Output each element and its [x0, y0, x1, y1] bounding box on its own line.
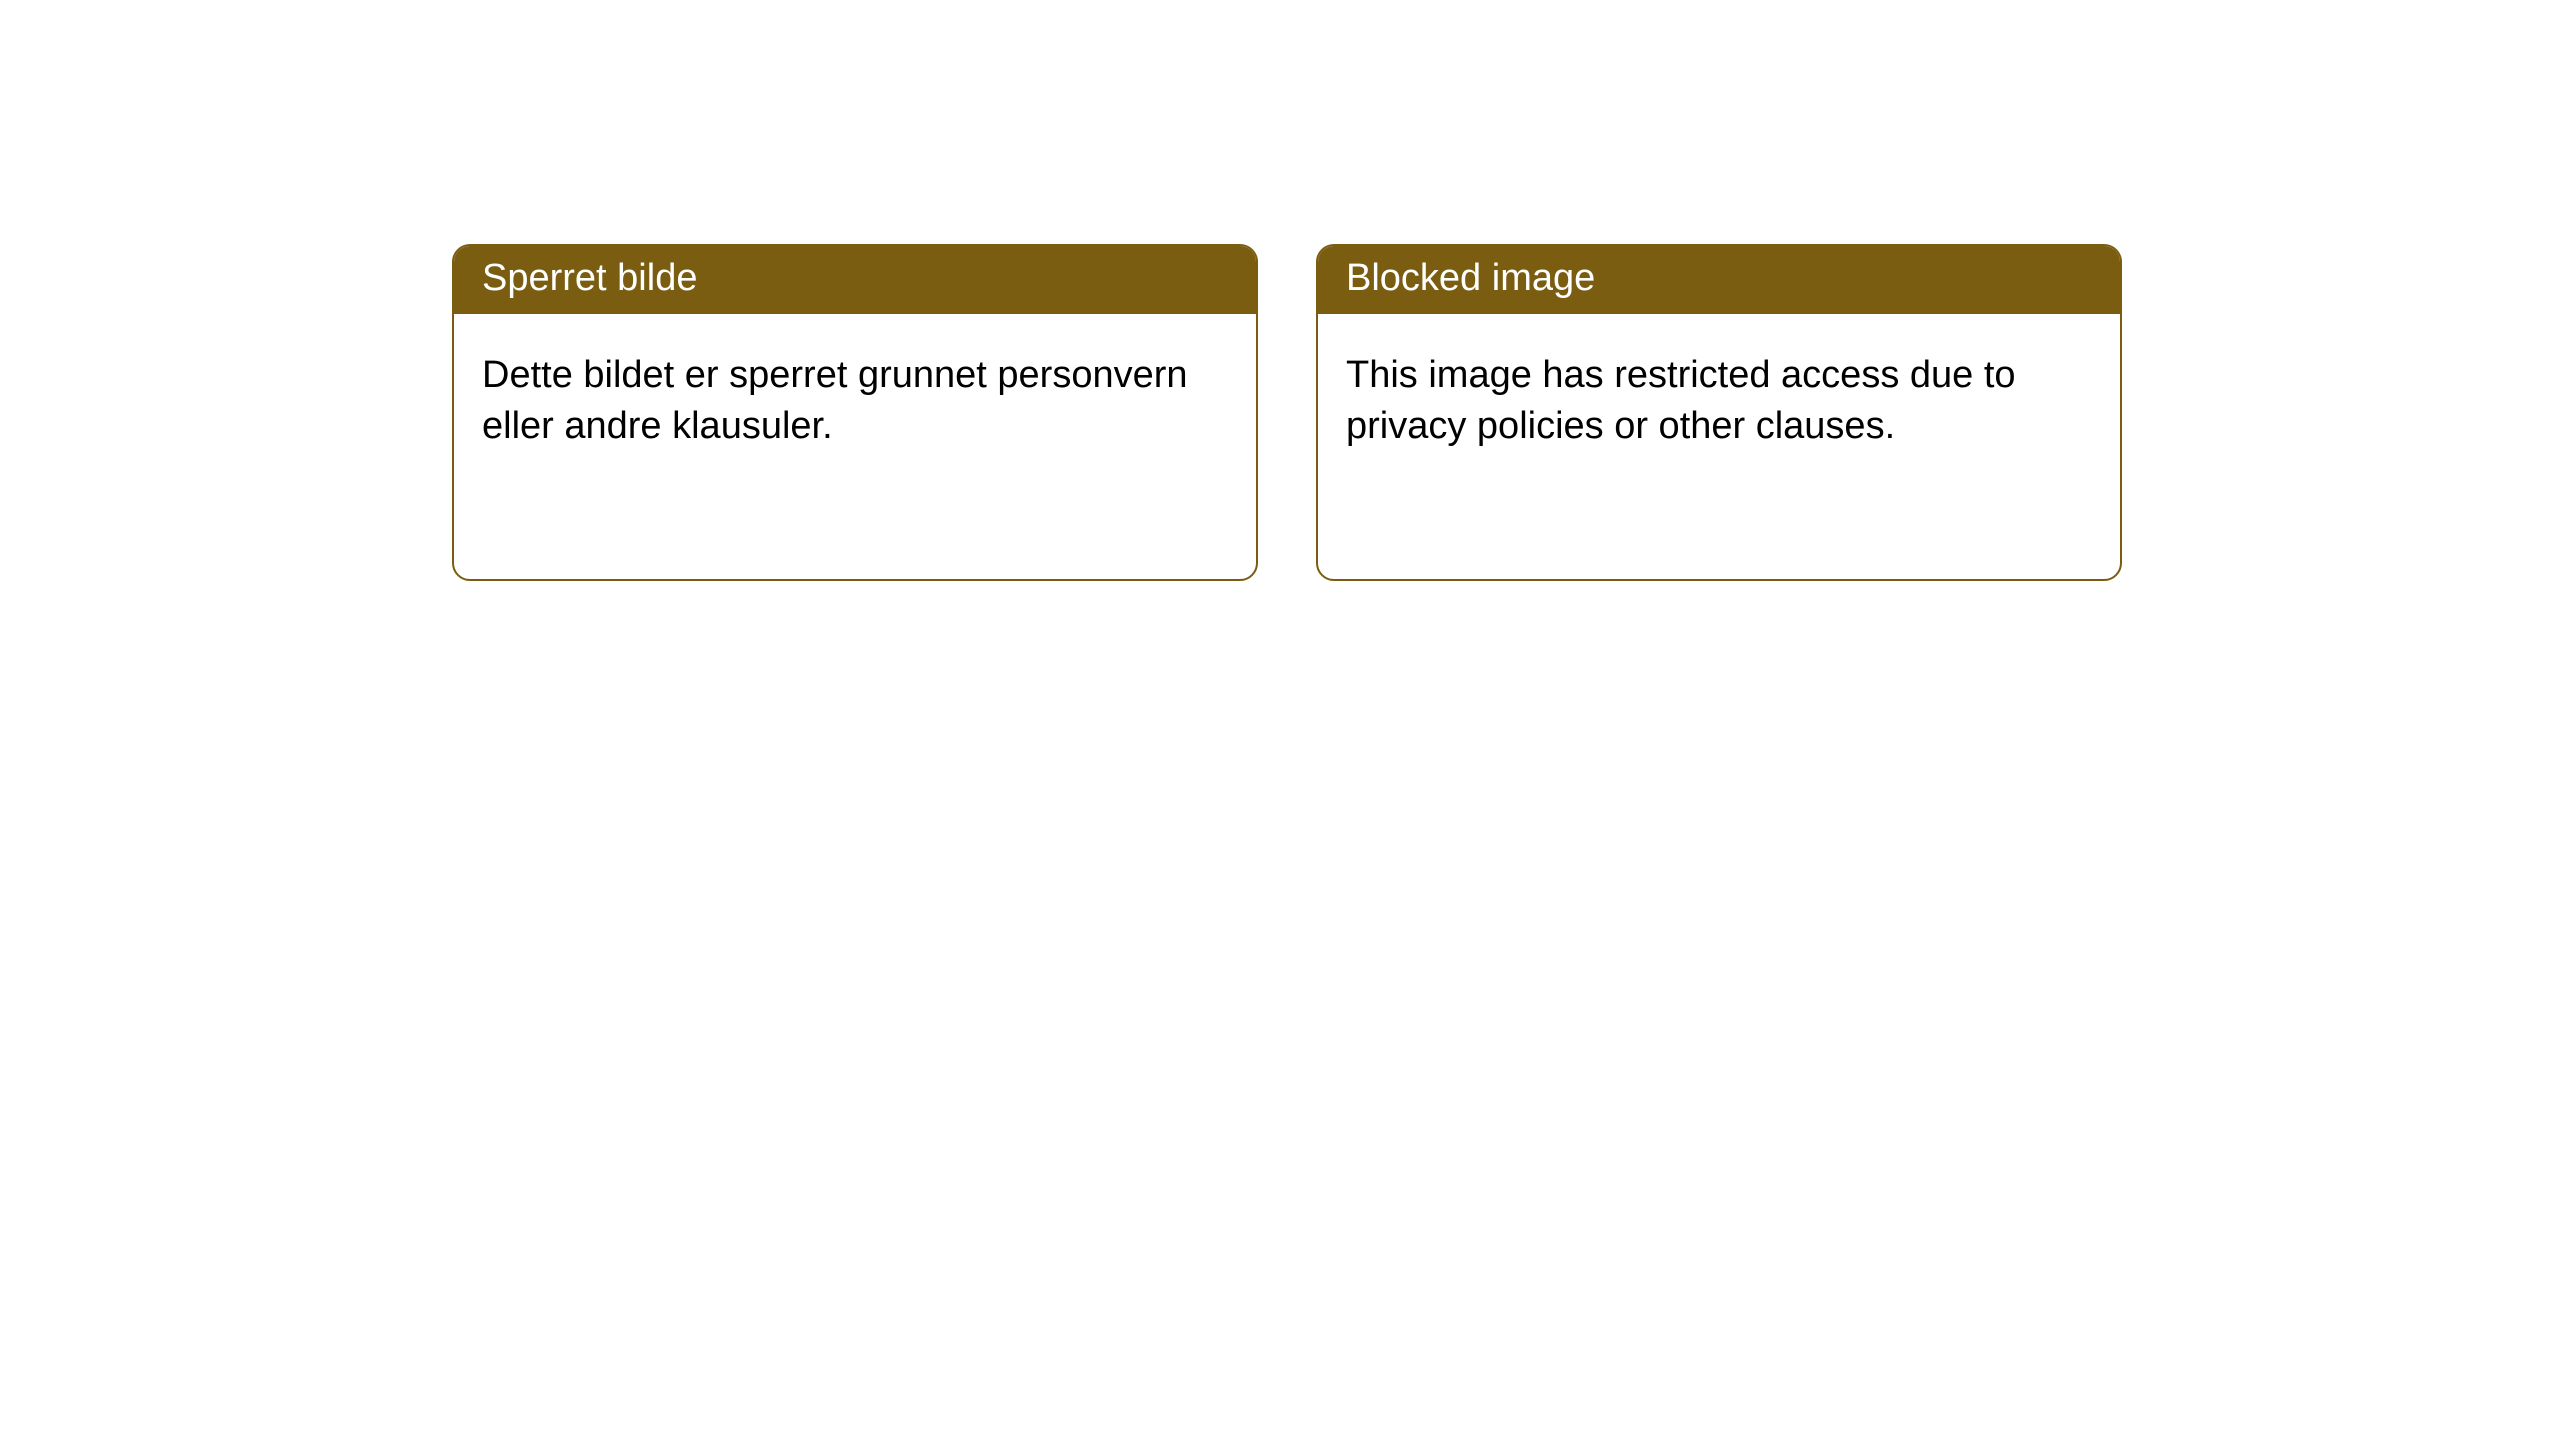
notice-card-norwegian: Sperret bilde Dette bildet er sperret gr… [452, 244, 1258, 581]
notice-card-english: Blocked image This image has restricted … [1316, 244, 2122, 581]
notice-title: Sperret bilde [454, 246, 1256, 314]
notice-title: Blocked image [1318, 246, 2120, 314]
notice-container: Sperret bilde Dette bildet er sperret gr… [0, 0, 2560, 581]
notice-body: This image has restricted access due to … [1318, 314, 2120, 489]
notice-body: Dette bildet er sperret grunnet personve… [454, 314, 1256, 489]
